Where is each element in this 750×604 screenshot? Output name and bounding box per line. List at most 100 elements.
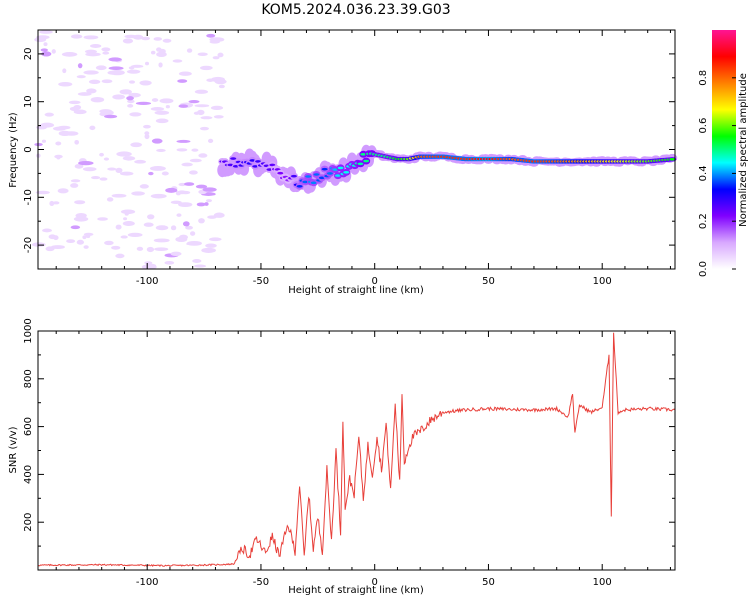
y-tick-label: 10 [23,95,34,108]
noise-blob [198,218,205,224]
y-tick-label: 200 [23,513,34,532]
noise-blob [210,105,224,110]
noise-blob [143,222,154,227]
noise-blob [170,251,182,257]
noise-blob [86,88,97,94]
x-tick-label: 0 [372,276,378,287]
track-core [296,184,303,188]
noise-blob [74,139,80,145]
y-tick-label: 0 [23,146,34,152]
noise-blob [161,171,169,176]
noise-blob [149,166,166,171]
track-core [334,174,341,177]
noise-blob [143,124,151,129]
noise-blob [189,170,198,175]
noise-blob [103,157,110,161]
snr-x-ticks: -100 -50 0 50 100 [55,331,671,588]
noise-blob [62,68,67,74]
noise-blob [209,237,222,242]
noise-blob [104,114,118,119]
noise-blob [195,184,208,189]
x-tick-label: -100 [136,276,159,287]
track-core [227,163,234,167]
noise-blob [147,214,155,220]
noise-blob [61,51,78,57]
noise-blob [84,49,98,54]
snr-x-axis-label: Height of straight line (km) [288,585,424,596]
x-tick-label: -50 [253,276,269,287]
noise-blob [192,259,202,264]
noise-blob [77,63,83,69]
snr-y-axis-label: SNR (v/v) [8,426,19,473]
noise-blob [181,162,193,167]
noise-blob [70,183,79,188]
noise-blob [73,109,87,115]
noise-blob [130,64,144,68]
track-core [343,171,350,174]
noise-blob [85,52,101,57]
noise-blob [213,115,224,119]
figure-title: KOM5.2024.036.23.39.G03 [261,2,450,18]
noise-blob [97,217,108,221]
track-core [252,165,259,168]
noise-blob [76,239,85,245]
noise-blob [127,99,135,104]
noise-blob [155,118,169,124]
noise-blob [119,171,134,176]
noise-blob [128,66,135,70]
noise-blob [141,36,151,41]
noise-blob [99,177,108,181]
noise-blob [135,101,152,105]
noise-blob [178,202,193,208]
noise-blob [193,264,207,268]
noise-blob [31,242,46,247]
noise-blob [106,197,114,202]
noise-blob [128,80,136,84]
noise-blob [176,213,182,217]
noise-blob [177,79,188,83]
noise-blob [42,228,52,233]
colorbar-tick-label: 0.6 [698,118,709,134]
track-core [363,159,370,163]
noise-blob [164,260,175,265]
noise-blob [34,142,43,147]
noise-blob [144,261,153,265]
snr-series-line [37,332,676,568]
track-core [305,175,312,178]
noise-blob [197,52,208,56]
track-core [326,172,333,175]
noise-blob [201,247,216,253]
colorbar-tick-label: 0.2 [698,213,709,229]
noise-blob [207,215,217,219]
y-tick-label: -20 [23,237,34,253]
snr-y-ticks: 200 400 600 800 1000 [23,318,675,547]
noise-blob [120,235,128,239]
noise-blob [83,35,99,40]
noise-blob [150,107,165,111]
track-core [357,162,364,166]
noise-blob [151,138,163,144]
noise-blob [200,116,213,120]
noise-blob [39,30,53,34]
noise-blob [153,37,162,41]
noise-blob [50,245,65,250]
noise-blob [115,253,125,259]
noise-blob [183,182,195,186]
y-tick-label: 1000 [23,318,34,343]
noise-blob [178,104,189,108]
noise-blob [176,139,191,143]
snr-plot-area [38,331,675,570]
noise-blob [123,217,128,221]
noise-blob [41,51,52,57]
noise-blob [196,202,206,207]
noise-blob [40,122,55,128]
noise-blob [108,66,124,70]
noise-blob [153,238,170,243]
noise-blob [35,190,50,195]
noise-blob [78,160,94,166]
noise-blob [55,141,62,146]
noise-blob [70,225,81,230]
x-tick-label: -50 [253,577,269,588]
noise-blob [68,100,81,105]
